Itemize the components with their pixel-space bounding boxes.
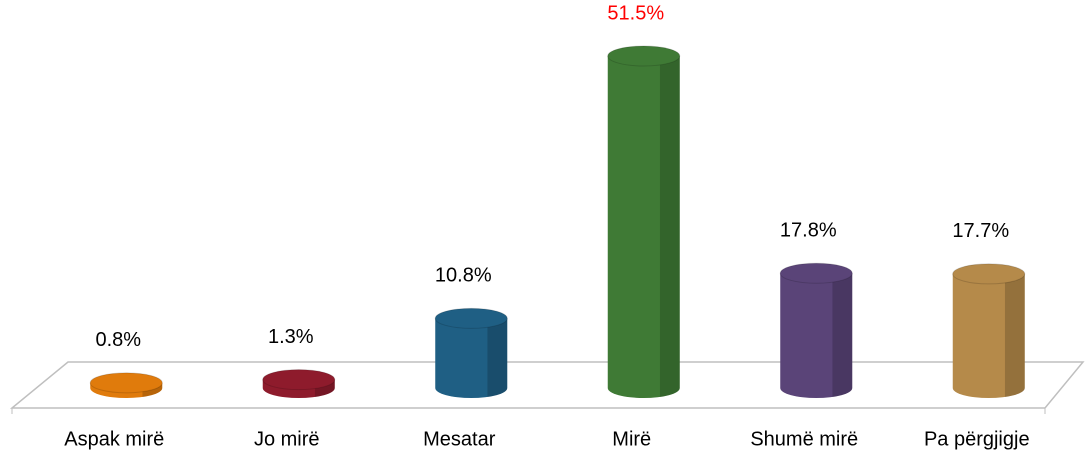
value-label: 1.3% (268, 326, 314, 348)
value-label: 17.8% (780, 220, 837, 242)
cylinder-top (262, 369, 336, 391)
x-tick-label: Mesatar (423, 428, 496, 450)
cylinder-shade (487, 318, 508, 397)
cylinder-body (780, 273, 853, 398)
cylinder-shade (1004, 273, 1025, 397)
cylinder-top (89, 372, 163, 394)
x-tick-label: Shumë mirë (750, 428, 858, 450)
value-label: 10.8% (435, 265, 492, 287)
x-tick-label: Mirë (612, 428, 651, 450)
cylinder-shade (659, 56, 680, 397)
value-label: 51.5% (607, 2, 664, 24)
x-tick-label: Jo mirë (254, 428, 320, 450)
cylinder-body (952, 273, 1025, 398)
cylinder-body (607, 56, 680, 398)
cylinder-top (434, 307, 508, 329)
value-label: 0.8% (95, 329, 141, 351)
floor (9, 361, 1085, 409)
cylinder-top (779, 262, 853, 284)
cylinder-top (952, 263, 1026, 285)
cylinder-shade (832, 273, 853, 397)
x-tick-label: Pa përgjigje (924, 428, 1030, 450)
x-tick-label: Aspak mirë (64, 428, 164, 450)
cylinder-body (435, 318, 508, 398)
value-label: 17.7% (952, 220, 1009, 242)
cylinder-top (607, 45, 681, 67)
